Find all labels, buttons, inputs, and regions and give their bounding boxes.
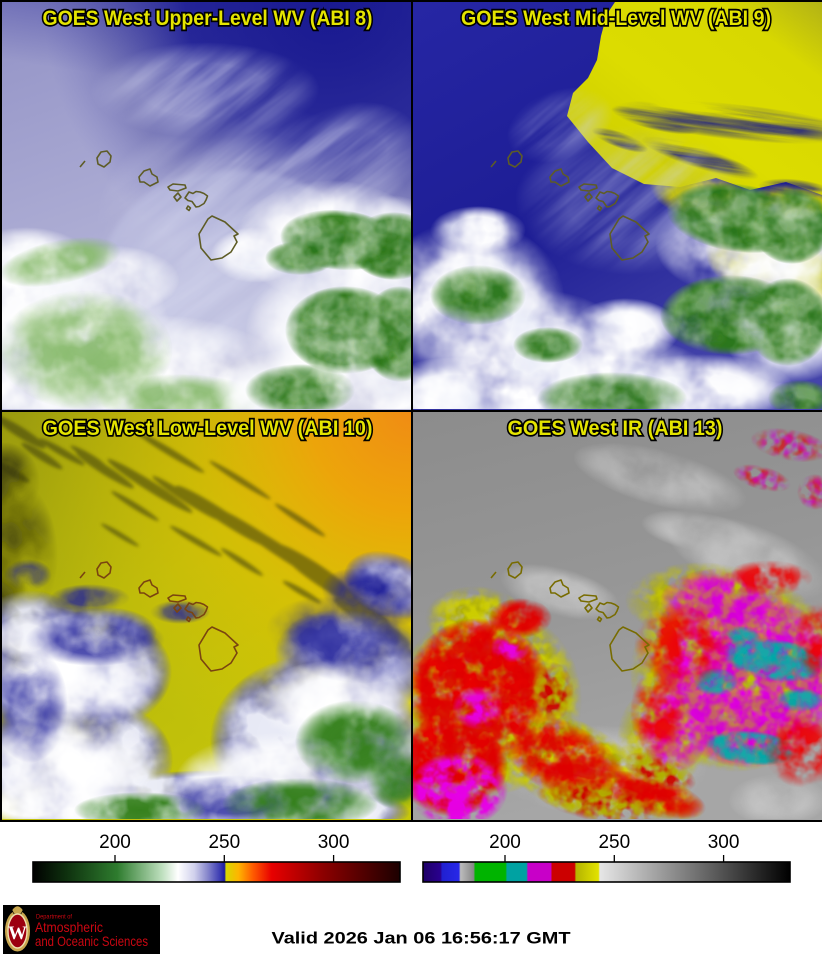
- svg-text:Department of: Department of: [36, 914, 72, 921]
- svg-text:GOES West Upper-Level WV (ABI: GOES West Upper-Level WV (ABI 8): [43, 7, 373, 30]
- svg-text:Valid 2026 Jan 06 16:56:17 GMT: Valid 2026 Jan 06 16:56:17 GMT: [272, 930, 571, 948]
- svg-text:W: W: [8, 923, 27, 944]
- svg-text:GOES West IR (ABI 13): GOES West IR (ABI 13): [508, 417, 723, 440]
- svg-text:200: 200: [489, 832, 521, 853]
- svg-text:GOES West Low-Level WV (ABI 10: GOES West Low-Level WV (ABI 10): [43, 417, 373, 440]
- svg-text:300: 300: [318, 832, 350, 853]
- svg-text:GOES West Mid-Level WV (ABI 9): GOES West Mid-Level WV (ABI 9): [461, 7, 771, 30]
- svg-text:250: 250: [208, 832, 240, 853]
- svg-text:300: 300: [708, 832, 740, 853]
- svg-text:250: 250: [598, 832, 630, 853]
- svg-text:Atmospheric: Atmospheric: [35, 919, 103, 935]
- svg-text:and Oceanic Sciences: and Oceanic Sciences: [35, 933, 148, 949]
- svg-text:200: 200: [99, 832, 131, 853]
